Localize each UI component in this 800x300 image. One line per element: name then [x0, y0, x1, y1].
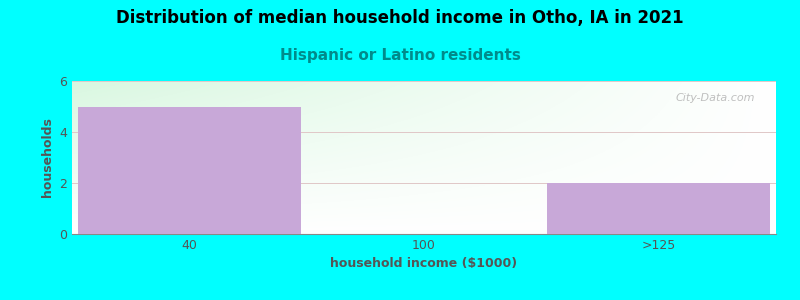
Text: Hispanic or Latino residents: Hispanic or Latino residents	[279, 48, 521, 63]
Text: Distribution of median household income in Otho, IA in 2021: Distribution of median household income …	[116, 9, 684, 27]
Text: City-Data.com: City-Data.com	[675, 93, 755, 103]
Bar	[78, 106, 301, 234]
Y-axis label: households: households	[41, 118, 54, 197]
Bar	[547, 183, 770, 234]
X-axis label: household income ($1000): household income ($1000)	[330, 257, 518, 270]
